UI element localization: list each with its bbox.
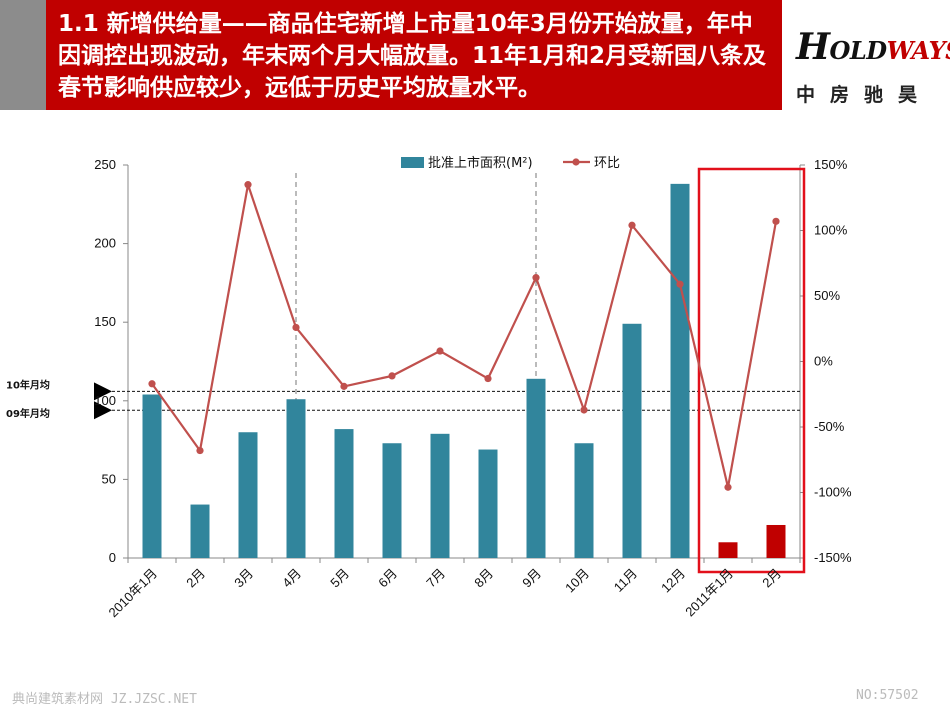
bar [382,443,402,558]
logo-letter-h: H [796,26,830,68]
left-tick-label: 0 [109,550,116,565]
bar [286,399,306,558]
bar [718,542,738,558]
left-tick-label: 150 [94,314,116,329]
legend-bar-swatch [401,157,424,168]
x-tick-label: 8月 [471,566,496,591]
line-point [436,347,444,355]
legend-line-marker [572,158,580,166]
line-point [580,406,588,414]
watermark-right: NO:57502 [856,688,919,703]
x-tick-label: 11月 [611,566,640,595]
line-point [196,446,204,455]
right-tick-label: -50% [814,419,845,434]
bar [526,378,546,558]
left-tick-label: 250 [94,157,116,172]
header-accent-bar [0,0,46,110]
logo-letters-old: OLD [829,36,888,65]
line-point [532,274,540,282]
left-tick-label: 200 [94,236,116,251]
x-tick-label: 2月 [183,566,208,591]
bar [574,443,594,558]
reference-line-label: 09年月均 [6,407,50,420]
right-tick-label: 100% [814,223,848,238]
x-tick-label: 4月 [279,566,304,591]
x-tick-label: 9月 [519,566,544,591]
bar [670,183,690,558]
line-point [340,382,348,390]
x-tick-label: 2月 [759,566,784,591]
left-tick-label: 100 [94,393,116,408]
line-series [148,181,780,491]
bar [238,432,258,558]
bar [622,323,642,558]
company-logo: HOLDWAYS 中房驰昊 [782,0,950,110]
right-tick-label: 150% [814,157,848,172]
x-tick-label: 2011年1月 [682,566,736,620]
left-tick-label: 50 [102,471,116,486]
line-point [388,372,396,380]
logo-subtitle: 中房驰昊 [796,84,933,106]
legend-bar-label: 批准上市面积(M²) [428,155,533,171]
x-tick-label: 12月 [658,566,688,596]
line-point [724,483,732,491]
supply-chart: 0 50 100 150 200 250 -150% -100% -50% 0% 50% 100% 15… [6,155,852,621]
bar [478,449,498,558]
watermark-left: 典尚建筑素材网 JZ.JZSC.NET [12,692,197,707]
page-title-text: 1.1 新增供给量——商品住宅新增上市量10年3月份开始放量，年中因调控出现波动… [58,11,767,101]
bar-series [142,183,786,558]
highlight-box [697,167,806,574]
right-tick-label: 0% [814,354,833,369]
line-point [772,217,780,225]
line-point [292,323,300,332]
legend-line-label: 环比 [594,156,620,171]
bar [190,504,210,558]
right-tick-label: -150% [814,550,852,565]
line-point [244,181,252,189]
reference-arrow-icon [94,382,112,401]
reference-arrow-icon [94,401,112,420]
x-tick-label: 2010年1月 [106,566,161,621]
line-path [151,184,778,488]
line-point [484,374,492,383]
page-title: 1.1 新增供给量——商品住宅新增上市量10年3月份开始放量，年中因调控出现波动… [46,0,782,110]
logo-wordmark: HOLDWAYS [796,26,950,68]
x-tick-label: 10月 [562,566,592,596]
chart-legend: 批准上市面积(M²) 环比 [401,155,620,171]
x-tick-label: 7月 [423,566,448,591]
right-tick-label: 50% [814,288,840,303]
x-tick-label: 3月 [231,566,256,591]
x-tick-label: 6月 [375,566,400,591]
line-point [676,280,684,288]
bar [766,524,786,558]
line-point [628,221,636,229]
bar [334,429,354,558]
logo-letters-ways: WAYS [886,36,950,65]
x-tick-label: 5月 [327,566,352,591]
reference-line-label: 10年月均 [6,378,50,391]
bar [142,394,162,558]
right-tick-label: -100% [814,485,852,500]
bar [430,433,450,558]
line-point [148,380,156,388]
